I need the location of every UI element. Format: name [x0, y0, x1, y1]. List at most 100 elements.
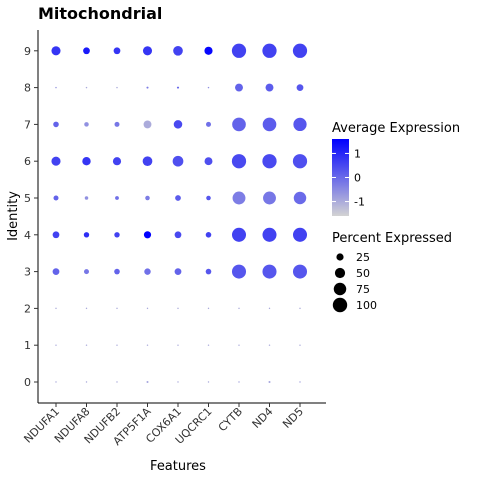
chart-title: Mitochondrial	[38, 4, 162, 23]
y-tick-label: 3	[24, 266, 31, 279]
x-tick-label: ND4	[250, 405, 276, 431]
dot-ATP5F1A-0	[146, 380, 149, 384]
dot-NDUFA8-0	[85, 381, 88, 383]
dot-NDUFA8-5	[84, 196, 89, 200]
dot-UQCRC1-1	[207, 344, 210, 346]
dot-COX6A1-9	[173, 45, 183, 56]
dot-NDUFA8-7	[84, 122, 89, 127]
dot-NDUFB2-7	[114, 121, 120, 127]
dot-ND5-6	[292, 154, 308, 169]
dot-CYTB-2	[238, 307, 240, 310]
y-tick-label: 2	[24, 302, 31, 315]
dot-UQCRC1-7	[206, 121, 211, 127]
dot-ATP5F1A-5	[145, 195, 150, 201]
y-tick-label: 7	[24, 118, 31, 131]
dot-NDUFA1-4	[52, 231, 60, 239]
dot-UQCRC1-9	[204, 46, 213, 55]
y-tick-label: 9	[24, 45, 31, 58]
dot-NDUFA1-8	[55, 86, 57, 89]
dot-NDUFB2-5	[115, 196, 119, 200]
dot-ND4-0	[268, 380, 271, 384]
dot-NDUFA8-8	[85, 86, 88, 89]
dot-NDUFB2-6	[112, 157, 122, 166]
y-axis-title: Identity	[6, 191, 21, 241]
dot-UQCRC1-4	[205, 232, 212, 238]
dot-COX6A1-6	[172, 155, 184, 167]
dot-CYTB-3	[231, 264, 247, 279]
color-legend-ticks: 1 0 -1	[332, 147, 365, 209]
size-legend-dot	[332, 297, 348, 313]
dot-UQCRC1-6	[204, 157, 213, 166]
dot-ND5-0	[299, 381, 301, 383]
dot-ND5-7	[293, 117, 307, 132]
dot-NDUFB2-3	[114, 268, 120, 275]
dot-UQCRC1-8	[207, 86, 210, 89]
dot-CYTB-4	[231, 227, 247, 242]
dot-NDUFB2-8	[116, 86, 118, 89]
dot-CYTB-0	[238, 381, 240, 383]
dot-ND4-7	[262, 117, 277, 132]
dot-NDUFA1-7	[53, 121, 59, 128]
dot-COX6A1-3	[174, 268, 182, 275]
dot-NDUFA8-2	[85, 307, 88, 310]
dot-ATP5F1A-3	[144, 268, 151, 275]
dot-NDUFA8-1	[85, 344, 88, 346]
color-legend: Average Expression 1 0 -1	[332, 121, 460, 216]
dot-NDUFA8-6	[82, 157, 91, 166]
dot-ATP5F1A-4	[143, 231, 152, 239]
color-legend-label: 1	[354, 147, 361, 160]
dot-NDUFA1-9	[51, 46, 61, 56]
dot-ND4-8	[265, 83, 274, 92]
dot-ND5-3	[292, 264, 308, 279]
x-axis-title: Features	[150, 459, 206, 474]
dot-ND5-4	[292, 227, 308, 242]
x-tick-label: CYTB	[216, 405, 245, 434]
y-tick-label: 1	[24, 339, 31, 352]
dot-NDUFB2-1	[116, 344, 118, 346]
dot-NDUFA1-6	[51, 156, 61, 166]
size-legend-dot	[336, 253, 344, 261]
plot-panel: 0 1 2 3 4 5 6 7 8 9 NDUFA1NDUFA8NDUFB2ATP5F1ACOX6…	[21, 30, 326, 448]
dot-ND4-3	[262, 264, 277, 279]
dot-UQCRC1-3	[205, 268, 212, 275]
dot-CYTB-1	[238, 344, 240, 346]
dot-UQCRC1-2	[207, 307, 210, 310]
y-tick-label: 4	[24, 229, 31, 242]
size-legend-dot	[334, 267, 346, 279]
y-tick-label: 0	[24, 376, 31, 389]
dot-COX6A1-2	[177, 307, 179, 310]
size-legend-dot	[333, 282, 347, 296]
size-legend-items: 25 50 75 100	[332, 251, 377, 313]
color-legend-bar	[332, 139, 349, 216]
dot-COX6A1-7	[173, 120, 183, 129]
size-legend: Percent Expressed 25 50 75 100	[332, 231, 452, 313]
dot-ND5-8	[296, 84, 304, 91]
dot-UQCRC1-0	[207, 381, 210, 383]
dot-NDUFA1-5	[53, 195, 59, 201]
dot-NDUFA1-3	[52, 268, 60, 275]
size-legend-title: Percent Expressed	[332, 231, 452, 246]
dot-COX6A1-4	[174, 231, 182, 239]
dot-NDUFA1-1	[55, 344, 57, 346]
dot-CYTB-8	[235, 83, 243, 92]
dot-COX6A1-1	[177, 344, 179, 346]
dot-ATP5F1A-9	[142, 46, 153, 56]
size-legend-label: 75	[356, 283, 370, 296]
color-legend-label: -1	[354, 196, 365, 209]
dot-CYTB-6	[231, 154, 247, 169]
dots-layer	[51, 43, 308, 384]
dot-COX6A1-0	[177, 381, 179, 383]
dot-NDUFA1-0	[55, 381, 57, 383]
dot-ATP5F1A-6	[142, 156, 153, 167]
dot-ATP5F1A-2	[146, 307, 149, 310]
y-ticks: 0 1 2 3 4 5 6 7 8 9	[24, 45, 38, 389]
dot-ND5-2	[299, 307, 301, 310]
y-tick-label: 6	[24, 155, 31, 168]
dot-ND5-1	[299, 344, 301, 346]
y-tick-label: 8	[24, 82, 31, 95]
dot-NDUFB2-2	[116, 307, 118, 310]
dot-NDUFA8-3	[84, 269, 89, 275]
size-legend-label: 100	[356, 299, 377, 312]
